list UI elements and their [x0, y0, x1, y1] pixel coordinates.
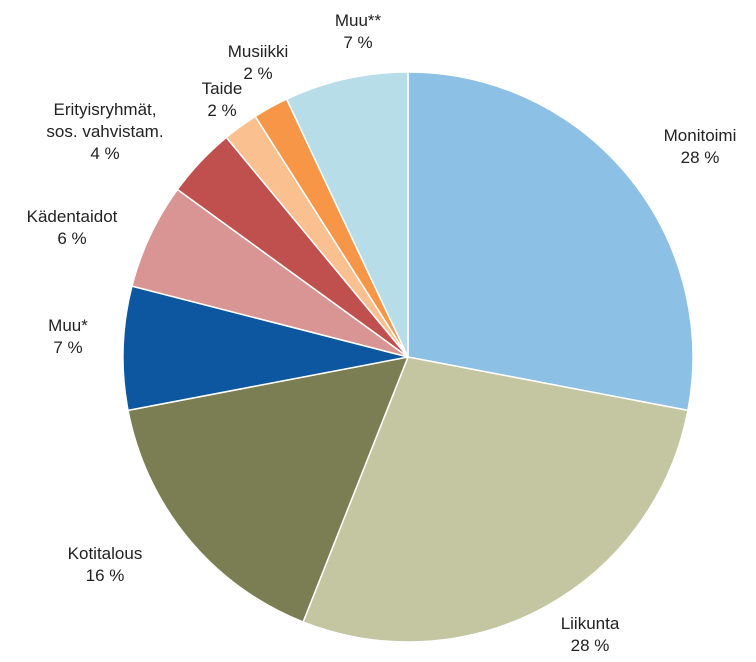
value-label: 28 % [570, 636, 610, 655]
value-label: 7 % [53, 338, 83, 357]
slice-label: Monitoimi 28 % [664, 125, 737, 169]
pie-slice [127, 356, 410, 623]
category-label: Kotitalous [67, 544, 143, 563]
category-label: Liikunta [560, 614, 620, 633]
slice-label: Muu* 7 % [48, 315, 88, 359]
category-label: Taide [201, 79, 243, 98]
category-label: Monitoimi [663, 126, 737, 145]
category-label: Kädentaidot [26, 207, 118, 226]
value-label: 2 % [243, 64, 273, 83]
value-label: 28 % [680, 148, 720, 167]
pie-slice [407, 71, 694, 412]
value-label: 16 % [85, 566, 125, 585]
value-label: 2 % [207, 101, 237, 120]
category-label: Muu* [48, 316, 88, 335]
slice-label: Kotitalous 16 % [68, 543, 143, 587]
category-label: Muu** [334, 11, 382, 30]
value-label: 6 % [57, 229, 87, 248]
slice-label: Kädentaidot 6 % [27, 206, 118, 250]
pie-slice [285, 71, 409, 358]
pie-slice [302, 356, 689, 643]
slice-label: Erityisryhmät, sos. vahvistam. 4 % [46, 99, 163, 165]
category-label: Erityisryhmät, sos. vahvistam. [46, 100, 164, 141]
pie-slice [122, 285, 409, 412]
category-label: Musiikki [227, 42, 289, 61]
slice-label: Liikunta 28 % [561, 613, 620, 657]
value-label: 7 % [343, 33, 373, 52]
value-label: 4 % [90, 144, 120, 163]
slice-label: Taide 2 % [202, 78, 243, 122]
slice-label: Muu** 7 % [335, 10, 381, 54]
slice-label: Musiikki 2 % [228, 41, 288, 85]
